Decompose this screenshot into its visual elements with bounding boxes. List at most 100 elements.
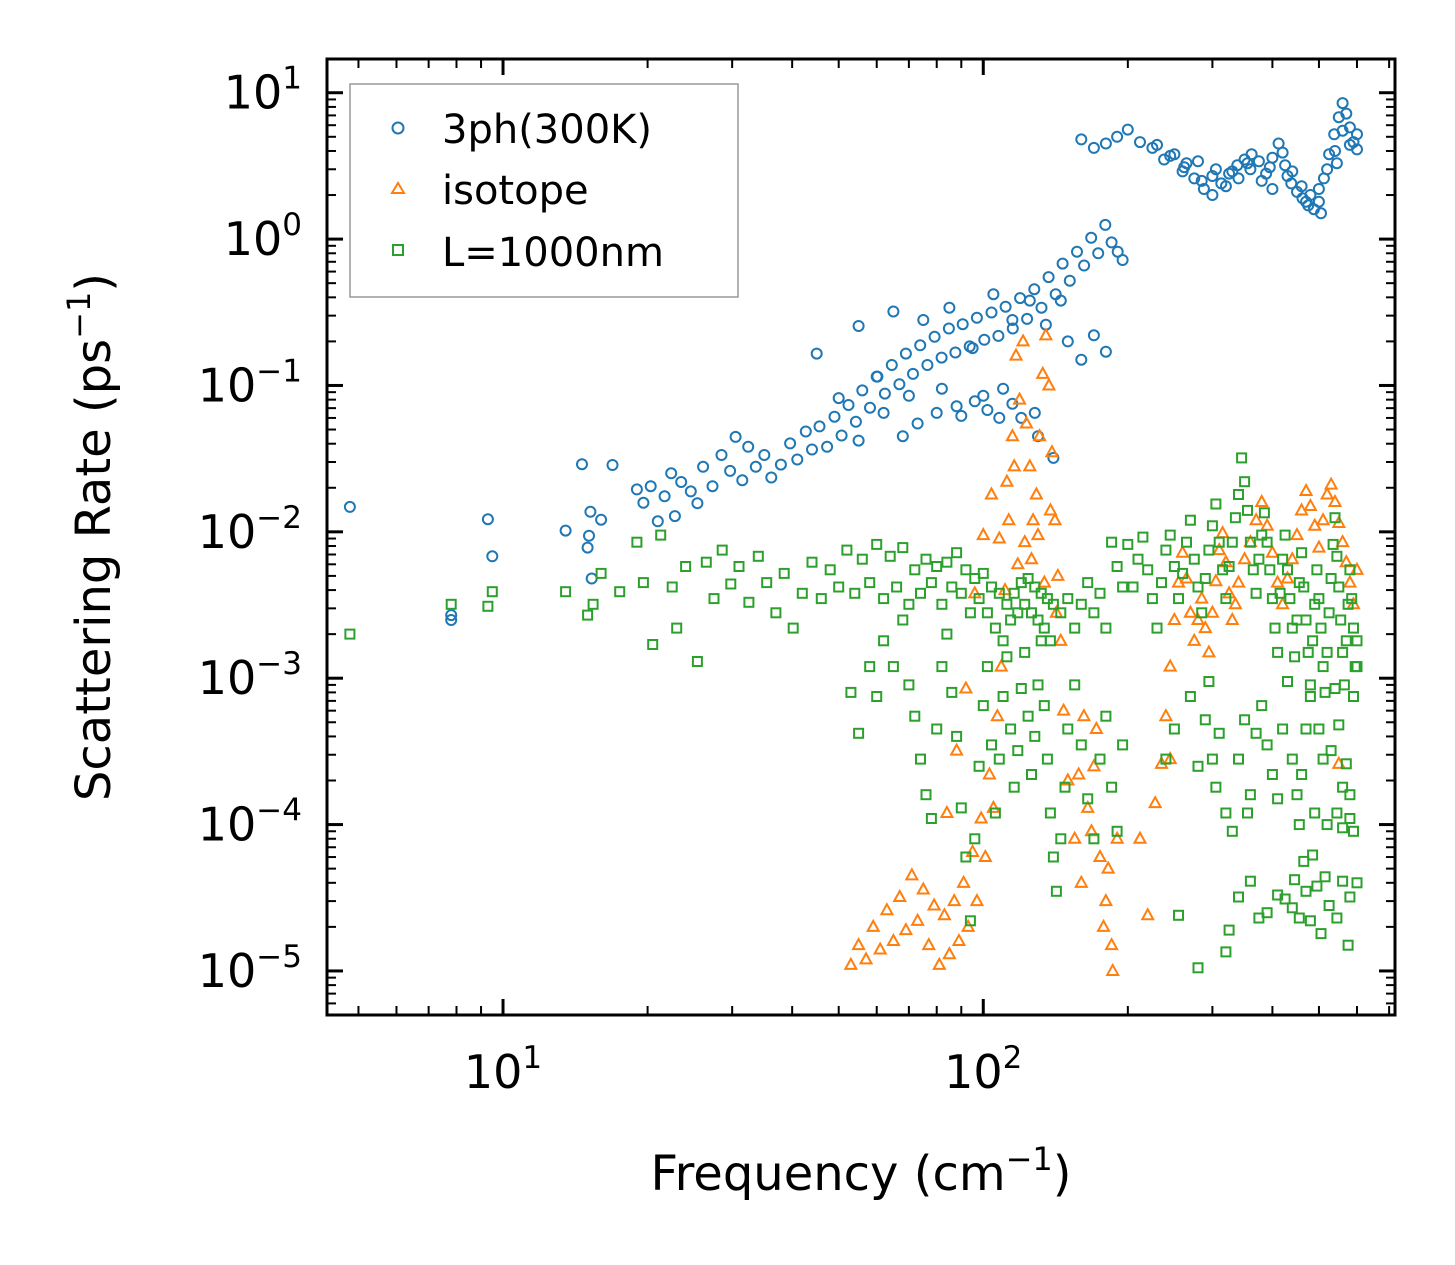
data-point xyxy=(864,401,876,414)
data-point xyxy=(1300,195,1312,208)
data-point xyxy=(1099,218,1112,231)
legend-marker-isotope xyxy=(390,181,406,194)
data-point xyxy=(1005,428,1020,442)
data-point xyxy=(1315,928,1327,940)
data-point xyxy=(1047,451,1060,464)
data-point xyxy=(1151,138,1163,151)
data-point xyxy=(666,581,678,593)
data-point xyxy=(1032,614,1044,626)
data-point xyxy=(1050,885,1062,897)
data-point xyxy=(1304,679,1316,691)
data-point xyxy=(1226,536,1238,548)
data-point xyxy=(977,700,989,712)
data-point xyxy=(1106,536,1118,548)
data-point xyxy=(921,359,934,371)
data-point xyxy=(951,730,963,742)
data-point xyxy=(1173,593,1184,605)
data-point xyxy=(1041,377,1057,391)
data-point xyxy=(871,691,883,702)
data-point xyxy=(1019,415,1034,429)
data-point xyxy=(964,607,976,619)
data-point xyxy=(658,490,671,503)
data-point xyxy=(1088,833,1100,845)
y-tick-label: 10−2 xyxy=(198,500,302,559)
data-point xyxy=(1060,772,1076,786)
data-point xyxy=(978,848,993,863)
data-point xyxy=(1325,573,1337,584)
data-point xyxy=(997,691,1009,702)
data-point xyxy=(1092,247,1105,260)
data-point xyxy=(715,449,728,461)
data-point xyxy=(1343,138,1356,151)
data-point xyxy=(1269,622,1281,634)
data-point xyxy=(1344,564,1356,576)
data-point xyxy=(1233,489,1244,500)
data-point xyxy=(1206,753,1218,765)
data-point xyxy=(486,586,498,598)
data-point xyxy=(1022,458,1038,472)
data-point xyxy=(614,586,626,598)
data-point xyxy=(1250,587,1262,599)
data-point xyxy=(932,956,947,970)
x-tick-label: 101 xyxy=(464,1040,542,1099)
data-point xyxy=(893,378,906,391)
data-point xyxy=(977,389,990,402)
data-point xyxy=(821,440,834,453)
data-point xyxy=(1296,769,1308,780)
y-axis-label: Scattering Rate (ps−1) xyxy=(60,273,122,801)
data-point xyxy=(1062,593,1074,605)
data-point xyxy=(1183,604,1198,618)
data-point xyxy=(978,333,991,346)
data-point xyxy=(942,322,955,335)
data-point xyxy=(941,556,953,568)
data-point xyxy=(1330,157,1343,170)
data-point xyxy=(858,951,874,965)
data-point xyxy=(955,587,967,599)
data-point xyxy=(1038,327,1054,341)
data-point xyxy=(852,320,865,332)
data-point xyxy=(1168,561,1180,572)
data-point xyxy=(1041,753,1053,765)
data-point xyxy=(1023,294,1036,307)
data-point xyxy=(947,893,962,907)
data-point xyxy=(700,556,712,568)
data-point xyxy=(1142,564,1154,576)
data-point xyxy=(1167,611,1182,625)
data-point xyxy=(1111,561,1123,572)
data-point xyxy=(1092,848,1108,863)
data-point xyxy=(935,351,948,364)
data-point xyxy=(1303,497,1318,512)
data-point xyxy=(1209,163,1222,176)
data-point xyxy=(1026,607,1037,619)
data-point xyxy=(1315,207,1327,220)
data-point xyxy=(997,635,1009,647)
data-point xyxy=(1160,544,1172,556)
data-point xyxy=(1335,534,1350,548)
data-point xyxy=(1298,581,1310,593)
data-point xyxy=(842,399,855,411)
data-point xyxy=(1015,683,1027,694)
data-point xyxy=(1244,875,1256,887)
data-point xyxy=(903,679,915,691)
data-point xyxy=(1098,893,1114,907)
data-point xyxy=(1197,183,1210,195)
data-point xyxy=(1259,517,1275,531)
data-point xyxy=(1196,607,1208,619)
data-point xyxy=(1075,598,1087,610)
data-point xyxy=(758,449,771,461)
data-point xyxy=(445,609,458,622)
data-point xyxy=(1025,512,1041,526)
data-point xyxy=(343,500,356,513)
data-point xyxy=(960,851,972,863)
data-point xyxy=(956,318,969,331)
data-point xyxy=(1096,918,1111,932)
data-point xyxy=(1015,333,1031,347)
data-point xyxy=(1228,596,1243,610)
data-point xyxy=(1029,730,1041,742)
data-point xyxy=(1289,874,1301,886)
data-point xyxy=(1008,587,1020,599)
data-point xyxy=(1311,564,1323,576)
data-point xyxy=(1348,825,1359,837)
data-point xyxy=(896,430,909,443)
data-point xyxy=(1029,581,1041,593)
